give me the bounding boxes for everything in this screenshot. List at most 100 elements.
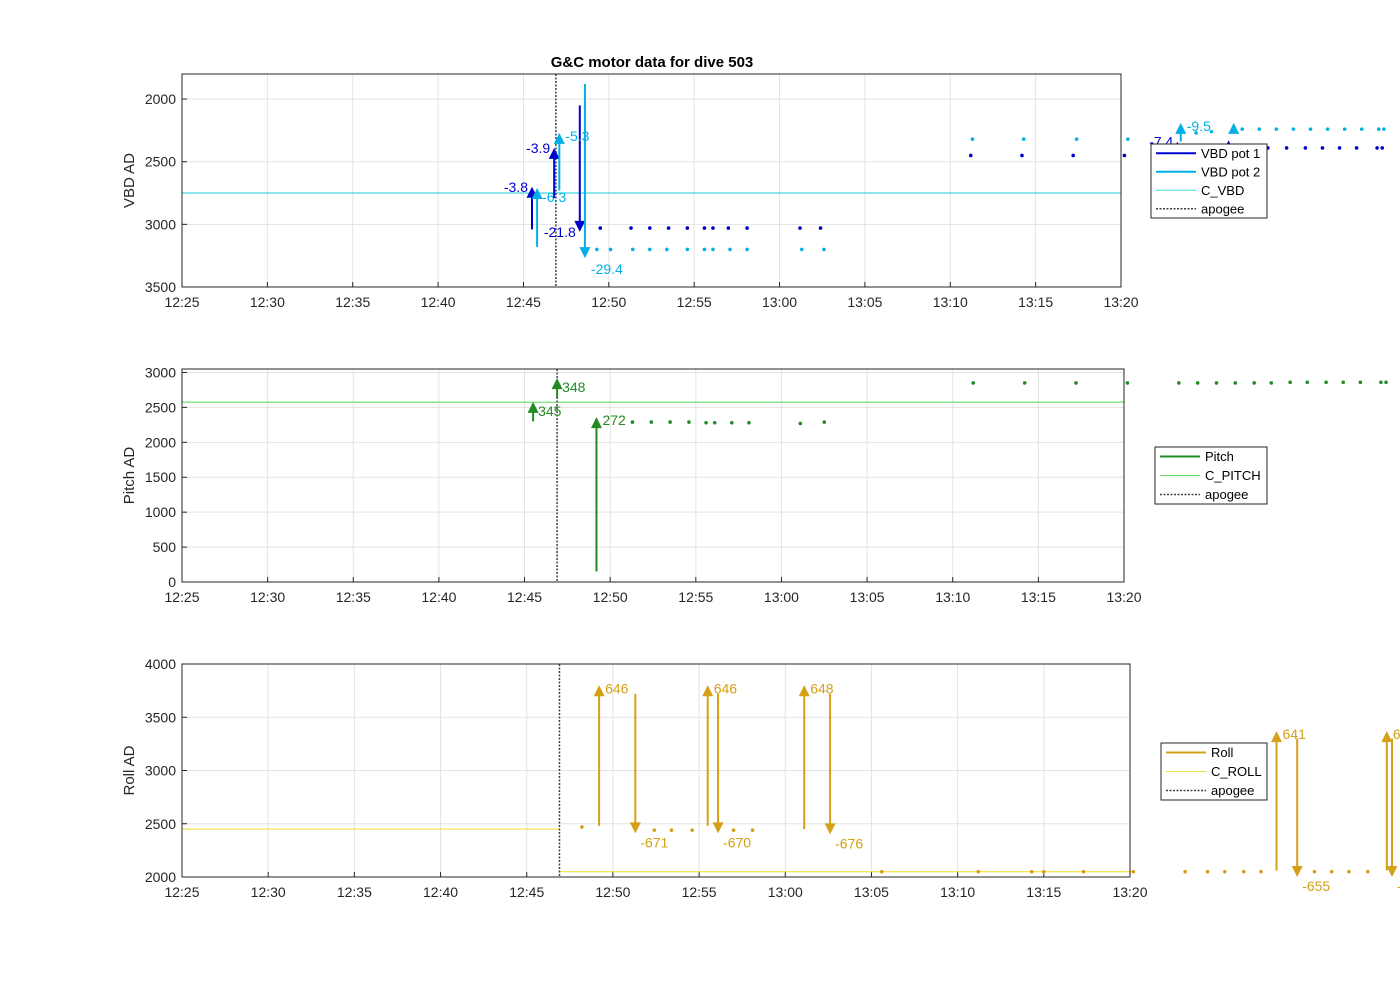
data-point [1205,869,1210,874]
data-point [971,381,976,385]
y-tick-label: 3000 [145,216,176,232]
data-point [1269,381,1274,385]
x-tick-label: 13:20 [1112,884,1147,900]
arrow-head [553,132,565,144]
data-point [1366,869,1370,874]
x-tick-label: 12:30 [251,884,286,900]
move-label: -29.4 [591,261,623,277]
move-label: -5.3 [565,128,589,144]
data-point [1194,131,1198,135]
x-tick-label: 12:35 [336,589,371,605]
data-point [702,226,707,230]
data-point [1074,381,1078,385]
data-point [1183,869,1187,874]
y-axis-label: Pitch AD [121,447,138,505]
y-tick-label: 3500 [145,279,176,295]
data-point [1380,146,1385,150]
arrow-head [548,147,560,159]
data-point [1020,153,1024,158]
axes-box [181,368,1125,583]
data-point [879,869,884,874]
data-point [1122,153,1127,158]
data-point [1233,381,1238,385]
data-point [822,247,826,252]
data-point [1291,127,1296,131]
data-point [1214,381,1219,385]
data-point [702,247,707,252]
data-point [608,247,613,252]
data-point [1303,146,1308,150]
move-label: 636 [1393,726,1400,742]
arrow-head [798,685,810,697]
arrow-head [702,685,714,697]
arrow-head [593,685,605,697]
y-tick-label: 2000 [145,434,176,450]
x-tick-label: 12:25 [164,884,199,900]
data-point [1257,127,1262,131]
x-tick-label: 13:10 [935,589,970,605]
data-point [1384,380,1388,385]
legend-box [1150,143,1268,219]
legend-label: VBD pot 2 [1201,164,1260,179]
plot-area [182,74,1121,287]
data-point [1305,380,1310,385]
data-point [1029,869,1034,874]
data-point [598,226,603,230]
data-point [1312,869,1317,874]
move-label: -3.9 [526,140,550,156]
arrow-head [531,188,543,200]
data-point [669,828,674,832]
x-tick-label: 12:25 [164,589,199,605]
arrow-head [824,823,836,835]
roll-panel: 12:25 12:30 12:35 12:40 12:45 12:50 12:55 13:00… [121,656,1400,900]
x-tick-label: 13:05 [847,294,882,310]
data-point [728,247,732,252]
data-point [1081,869,1086,874]
y-tick-label: 4000 [145,656,176,672]
data-point [1379,380,1383,385]
data-point [731,828,736,832]
x-tick-label: 12:45 [509,884,544,900]
arrow-head [1291,866,1303,877]
data-point [799,247,804,252]
x-tick-label: 13:00 [762,294,797,310]
x-tick-label: 12:25 [164,294,199,310]
data-point [630,247,635,252]
arrow-head [590,417,602,429]
data-point [1259,869,1263,874]
x-tick-label: 13:05 [854,884,889,900]
data-point [1376,127,1381,131]
x-tick-label: 13:15 [1018,294,1053,310]
chart-title: G&C motor data for dive 503 [551,54,754,71]
move-label: -647 [1397,878,1400,894]
data-point [1325,127,1330,131]
data-point [1074,137,1079,141]
x-tick-label: 12:35 [335,294,370,310]
data-point [1126,137,1130,141]
axes-box [181,73,1122,288]
data-point [630,420,635,424]
data-point [1308,127,1313,131]
data-point [1354,146,1359,150]
move-label: 272 [602,412,626,428]
data-point [1042,869,1046,874]
arrow-head [574,220,586,232]
data-point [1125,381,1130,385]
data-point [1359,127,1364,131]
move-label: -676 [835,835,863,851]
data-point [818,226,823,230]
data-point [1342,127,1347,131]
data-point [1071,153,1075,158]
move-label: -655 [1302,878,1330,894]
x-tick-label: 12:50 [591,294,626,310]
data-point [711,247,715,252]
y-tick-label: 500 [153,539,177,555]
data-point [647,226,652,230]
y-tick-label: 2500 [145,154,176,170]
y-tick-label: 1500 [145,469,176,485]
data-point [1337,146,1342,150]
legend-label: Roll [1211,745,1234,760]
data-point [798,421,803,426]
